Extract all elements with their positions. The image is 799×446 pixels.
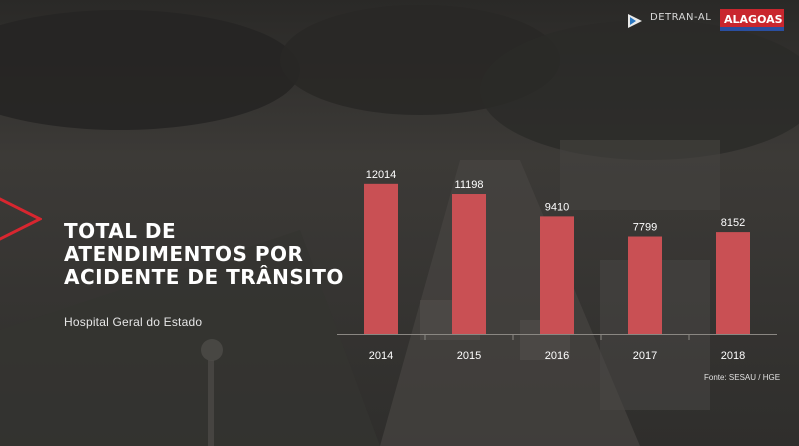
- bar-2015: [452, 194, 486, 334]
- x-tick-label-2014: 2014: [369, 350, 393, 362]
- x-tick-label-2016: 2016: [545, 350, 569, 362]
- page-subtitle: Hospital Geral do Estado: [64, 315, 203, 329]
- detran-logo-icon: [628, 14, 642, 28]
- bar-2017: [628, 236, 662, 334]
- bar-2014: [364, 183, 398, 334]
- bar-2016: [540, 216, 574, 334]
- chevron-accent-icon: [0, 197, 42, 241]
- detran-logo-text: DETRAN-AL: [650, 12, 712, 23]
- data-label-2016: 9410: [545, 201, 569, 213]
- bar-2018: [716, 232, 750, 334]
- alagoas-logo-text: ALAGOAS: [724, 13, 783, 26]
- alagoas-logo-icon: [720, 9, 784, 31]
- data-label-2014: 12014: [366, 169, 397, 181]
- data-label-2018: 8152: [721, 217, 745, 229]
- source-note: Fonte: SESAU / HGE: [704, 373, 781, 382]
- data-label-2017: 7799: [633, 222, 657, 234]
- page-title: TOTAL DE ATENDIMENTOS POR ACIDENTE DE TR…: [64, 219, 344, 289]
- x-tick-label-2018: 2018: [721, 350, 745, 362]
- data-label-2015: 11198: [455, 179, 484, 191]
- x-tick-label-2017: 2017: [633, 350, 657, 362]
- x-tick-label-2015: 2015: [457, 350, 481, 362]
